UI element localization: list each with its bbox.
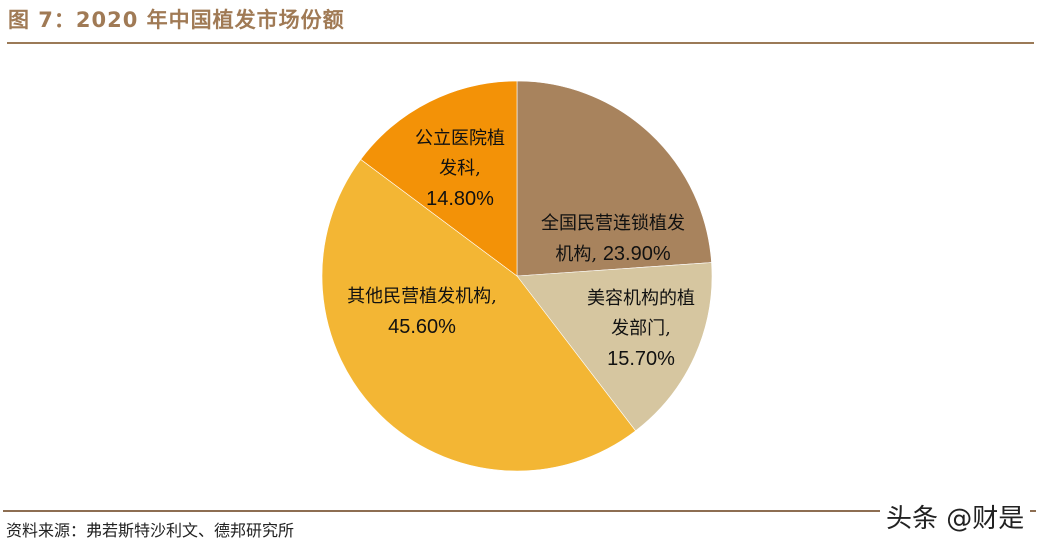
title-divider [7, 42, 1034, 44]
label-text: 其他民营植发机构, [347, 286, 497, 307]
label-text: 发部门, [611, 318, 671, 339]
footer-divider [3, 510, 1036, 512]
slice-label-other-private: 其他民营植发机构, 45.60% [322, 282, 522, 342]
slice-other-private [321, 158, 636, 472]
slice-label-beauty-institutions: 美容机构的植 发部门, 15.70% [566, 284, 716, 374]
label-value: 23.90% [602, 243, 671, 265]
slice-beauty-institutions [516, 262, 713, 432]
slice-public-hospitals [360, 80, 518, 277]
label-value: 14.80% [426, 188, 494, 210]
slice-chain-clinics [516, 80, 712, 277]
label-text: 机构, [555, 244, 598, 265]
label-text: 发科, [439, 158, 481, 179]
chart-title: 图 7：2020 年中国植发市场份额 [8, 8, 345, 32]
label-value: 45.60% [388, 316, 456, 338]
label-text: 公立医院植 [415, 128, 505, 149]
label-text: 全国民营连锁植发 [541, 213, 685, 234]
watermark: 头条 @财是 [880, 498, 1031, 535]
slice-label-public-hospitals: 公立医院植 发科, 14.80% [400, 124, 520, 214]
label-text: 美容机构的植 [587, 288, 695, 309]
label-value: 15.70% [607, 348, 675, 370]
slice-label-chain-clinics: 全国民营连锁植发 机构, 23.90% [518, 209, 708, 270]
source-note: 资料来源：弗若斯特沙利文、德邦研究所 [6, 521, 295, 540]
